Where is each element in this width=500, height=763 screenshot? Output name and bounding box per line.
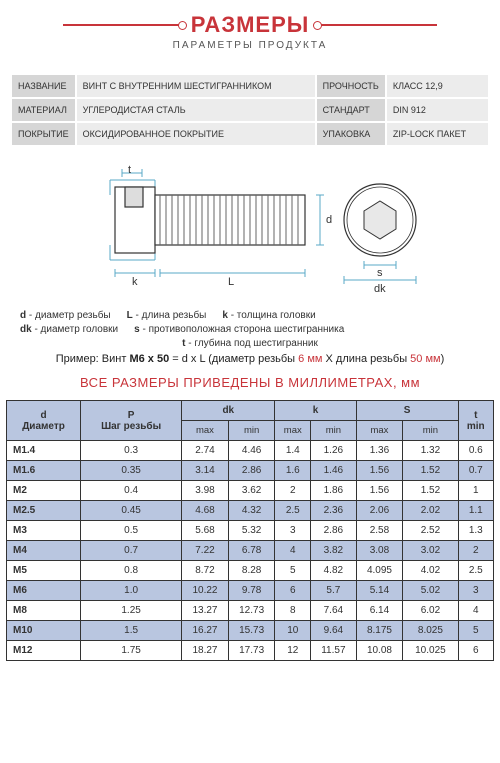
diagram-label-dk: dk bbox=[374, 283, 386, 295]
diagram-label-L: L bbox=[228, 276, 234, 288]
header: РАЗМЕРЫ ПАРАМЕТРЫ ПРОДУКТА bbox=[0, 0, 500, 55]
legend-item: dk - диаметр головки bbox=[20, 324, 118, 335]
spec-value: ВИНТ С ВНУТРЕННИМ ШЕСТИГРАННИКОМ bbox=[76, 74, 316, 98]
spec-value: DIN 912 bbox=[386, 98, 489, 122]
spec-value: ZIP-LOCK ПАКЕТ bbox=[386, 122, 489, 146]
spec-label: ПРОЧНОСТЬ bbox=[316, 74, 386, 98]
diagram-label-s: s bbox=[377, 267, 383, 279]
col-d: dДиаметр bbox=[7, 401, 81, 441]
spec-label: УПАКОВКА bbox=[316, 122, 386, 146]
legend: d - диаметр резьбы L - длина резьбы k - то… bbox=[0, 308, 500, 371]
divider-right bbox=[317, 24, 437, 26]
table-row: M2.50.454.684.322.52.362.062.021.1 bbox=[7, 501, 494, 521]
table-row: M20.43.983.6221.861.561.521 bbox=[7, 481, 494, 501]
diagram-label-d: d bbox=[326, 214, 332, 226]
table-row: M50.88.728.2854.824.0954.022.5 bbox=[7, 561, 494, 581]
diagram-label-t: t bbox=[128, 165, 131, 176]
spec-value: УГЛЕРОДИСТАЯ СТАЛЬ bbox=[76, 98, 316, 122]
table-row: M101.516.2715.73109.648.1758.0255 bbox=[7, 621, 494, 641]
spec-label: НАЗВАНИЕ bbox=[11, 74, 76, 98]
spec-value: ОКСИДИРОВАННОЕ ПОКРЫТИЕ bbox=[76, 122, 316, 146]
table-row: M1.40.32.744.461.41.261.361.320.6 bbox=[7, 441, 494, 461]
all-mm-note: ВСЕ РАЗМЕРЫ ПРИВЕДЕНЫ В МИЛЛИМЕТРАХ, мм bbox=[0, 375, 500, 390]
dimensions-table: dДиаметр PШаг резьбы dk k S tmin maxmin … bbox=[6, 400, 494, 661]
spec-label: МАТЕРИАЛ bbox=[11, 98, 76, 122]
page-title: РАЗМЕРЫ bbox=[191, 12, 310, 38]
table-row: M61.010.229.7865.75.145.023 bbox=[7, 581, 494, 601]
legend-item: k - толщина головки bbox=[222, 310, 315, 321]
page-subtitle: ПАРАМЕТРЫ ПРОДУКТА bbox=[0, 40, 500, 51]
divider-left bbox=[63, 24, 183, 26]
col-k: k bbox=[275, 401, 356, 421]
table-row: M30.55.685.3232.862.582.521.3 bbox=[7, 521, 494, 541]
legend-item: d - диаметр резьбы bbox=[20, 310, 111, 321]
screw-diagram: t k L d s dk bbox=[0, 159, 500, 308]
col-S: S bbox=[356, 401, 458, 421]
spec-value: КЛАСС 12,9 bbox=[386, 74, 489, 98]
spec-table: НАЗВАНИЕВИНТ С ВНУТРЕННИМ ШЕСТИГРАННИКОМ… bbox=[10, 73, 490, 147]
example-line: Пример: Винт М6 x 50 = d x L (диаметр ре… bbox=[20, 353, 480, 365]
table-row: M121.7518.2717.731211.5710.0810.0256 bbox=[7, 641, 494, 661]
col-P: PШаг резьбы bbox=[81, 401, 182, 441]
table-row: M81.2513.2712.7387.646.146.024 bbox=[7, 601, 494, 621]
spec-label: СТАНДАРТ bbox=[316, 98, 386, 122]
table-row: M1.60.353.142.861.61.461.561.520.7 bbox=[7, 461, 494, 481]
legend-item: s - противоположная сторона шестигранник… bbox=[134, 324, 344, 335]
table-row: M40.77.226.7843.823.083.022 bbox=[7, 541, 494, 561]
col-t: tmin bbox=[458, 401, 493, 441]
legend-item: L - длина резьбы bbox=[127, 310, 207, 321]
legend-item: t - глубина под шестигранник bbox=[182, 338, 318, 349]
diagram-label-k: k bbox=[132, 276, 138, 288]
col-dk: dk bbox=[182, 401, 275, 421]
spec-label: ПОКРЫТИЕ bbox=[11, 122, 76, 146]
